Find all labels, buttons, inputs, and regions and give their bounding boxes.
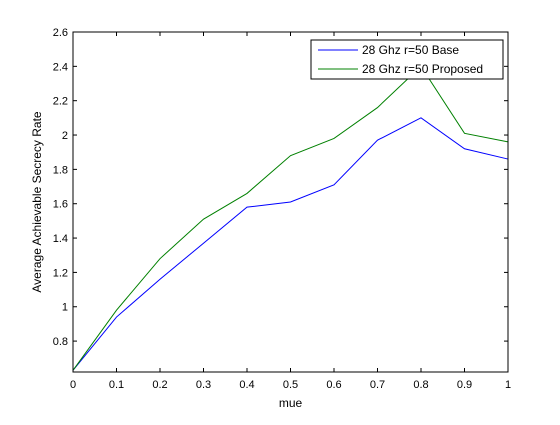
y-tick-label: 1.4	[53, 233, 68, 245]
ticks-layer: 0 0.1 0.2 0.3 0.4 0.5 0.6 0.7 0.8 0.9 1 0.8 1 1.2 1.4 1…	[53, 27, 511, 391]
y-tick-label: 2.4	[53, 61, 68, 73]
y-axis-label: Average Achievable Secrecy Rate	[30, 111, 44, 293]
y-tick-label: 1	[62, 302, 68, 314]
series-line-0	[72, 117, 509, 371]
x-tick-label: 0.2	[152, 379, 167, 391]
series-layer	[72, 65, 509, 371]
x-tick-label: 0.5	[283, 379, 298, 391]
legend-label-proposed: 28 Ghz r=50 Proposed	[362, 62, 483, 76]
y-tick-label: 1.8	[53, 164, 68, 176]
x-tick-label: 1	[505, 379, 511, 391]
y-tick-label: 1.6	[53, 199, 68, 211]
legend-label-base: 28 Ghz r=50 Base	[362, 43, 459, 57]
x-tick-label: 0.6	[326, 379, 341, 391]
legend-box	[310, 39, 504, 80]
x-tick-label: 0.3	[196, 379, 211, 391]
y-tick-label: 0.8	[53, 336, 68, 348]
x-tick-label: 0	[70, 379, 76, 391]
x-tick-label: 0.9	[457, 379, 472, 391]
y-tick-label: 2.6	[53, 27, 68, 39]
x-axis-label: mue	[279, 396, 303, 410]
x-tick-label: 0.8	[413, 379, 428, 391]
y-tick-label: 2	[62, 130, 68, 142]
legend: 28 Ghz r=50 Base 28 Ghz r=50 Proposed	[310, 39, 504, 80]
x-tick-label: 0.7	[370, 379, 385, 391]
x-tick-label: 0.4	[239, 379, 254, 391]
y-tick-label: 2.2	[53, 96, 68, 108]
series-line-1	[72, 65, 509, 371]
y-tick-label: 1.2	[53, 267, 68, 279]
x-tick-label: 0.1	[109, 379, 124, 391]
